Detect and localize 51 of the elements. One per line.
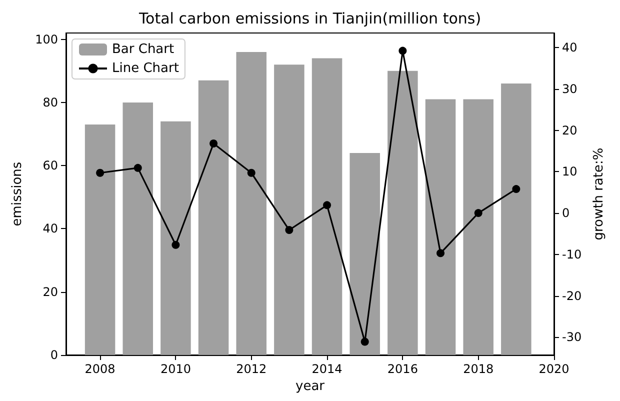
bar (312, 58, 342, 355)
y-tick-label: 80 (42, 95, 58, 110)
point (474, 209, 482, 218)
bar (122, 102, 154, 355)
x-tick-label: 2014 (312, 362, 342, 376)
point (134, 164, 142, 172)
bar (274, 64, 304, 355)
bar (425, 99, 456, 355)
x-tick-label: 2012 (236, 362, 267, 376)
bar (388, 70, 418, 355)
x-tick-label: 2020 (538, 362, 570, 376)
y-tick-label: 0 (50, 348, 58, 362)
point (398, 46, 407, 55)
point (210, 140, 218, 148)
point (172, 240, 180, 249)
legend-label: Bar Chart (112, 42, 174, 57)
bar (198, 80, 229, 355)
y2-tick-label: 40 (562, 40, 578, 54)
y-tick-label: 20 (42, 284, 58, 299)
y2-tick-label: 20 (562, 123, 578, 138)
bar (501, 84, 532, 355)
y2-tick-label: -20 (562, 288, 582, 303)
bar (84, 124, 116, 355)
y-tick-label: 60 (42, 158, 58, 173)
point (360, 338, 369, 346)
legend-label: Line Chart (112, 61, 179, 76)
y2-axis-title: growth rate:% (592, 148, 606, 240)
x-tick-label: 2018 (463, 362, 494, 376)
y2-tick-label: 30 (562, 82, 578, 96)
x-tick-label: 2008 (84, 362, 116, 376)
bar (463, 99, 494, 355)
y2-tick-label: 0 (562, 206, 570, 220)
y2-tick-label: 10 (562, 164, 578, 179)
point (436, 249, 445, 258)
y2-tick-label: -10 (562, 247, 582, 262)
x-tick-label: 2016 (387, 362, 418, 376)
point (512, 185, 520, 194)
y2-tick-label: -30 (562, 330, 582, 344)
point (96, 168, 104, 177)
x-axis-title: year (295, 378, 326, 394)
bar (160, 121, 191, 355)
point (323, 201, 332, 210)
chart-title: Total carbon emissions in Tianjin(million tons) (138, 10, 482, 28)
point (285, 226, 294, 234)
bar (350, 152, 380, 355)
x-tick-label: 2010 (160, 362, 191, 376)
bar (236, 52, 266, 355)
y-tick-label: 100 (35, 32, 58, 46)
y-axis-title: emissions (10, 162, 26, 226)
y-tick-label: 40 (42, 222, 58, 236)
point (247, 168, 256, 177)
